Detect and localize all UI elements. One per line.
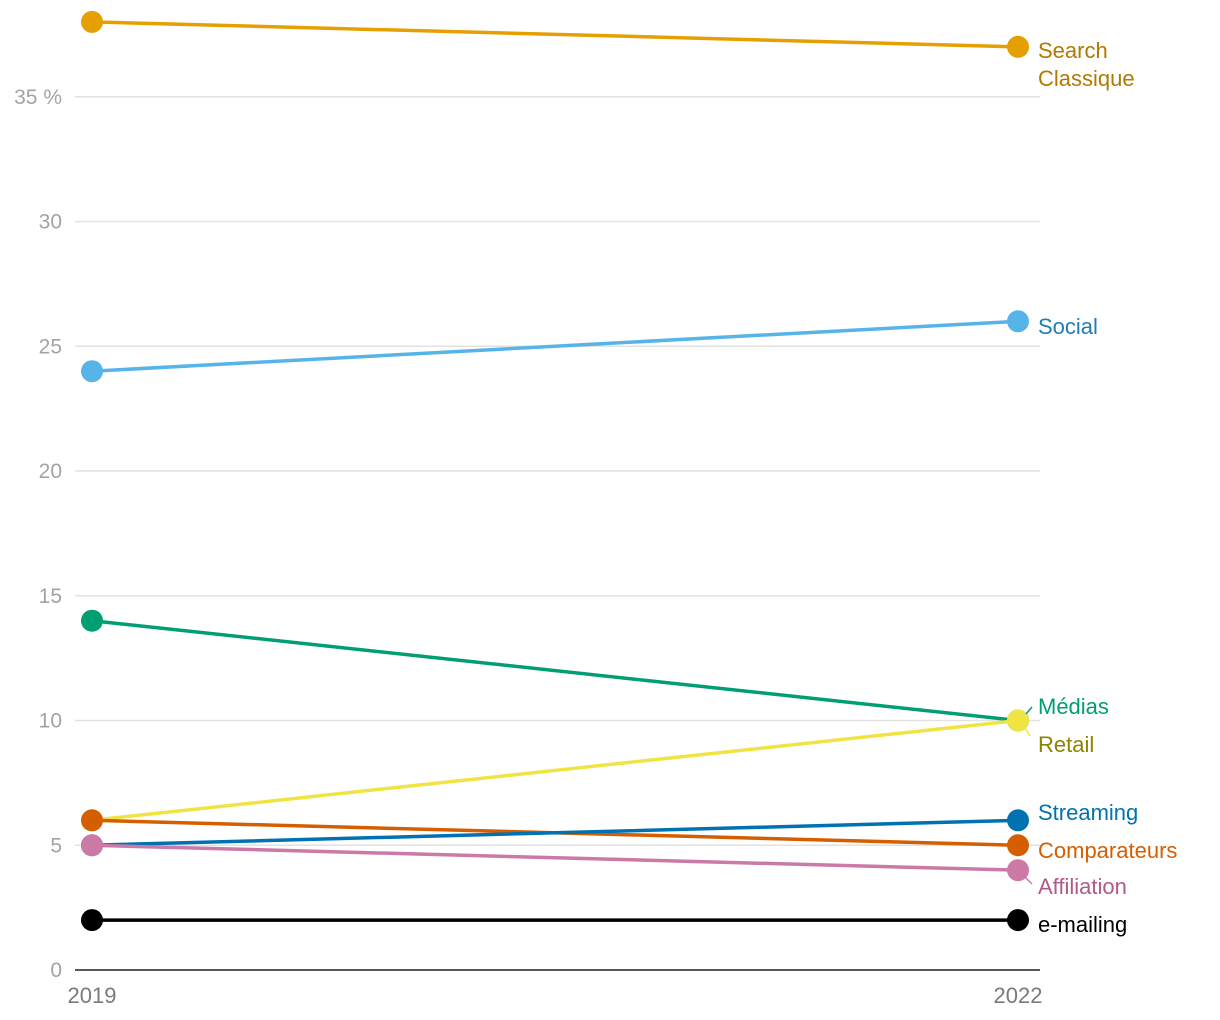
line-streaming — [90, 818, 1020, 847]
series-labels: Search Classique Social Médias Retail Streami… — [1023, 38, 1177, 937]
point-affiliation-2019 — [81, 834, 103, 857]
series-social — [81, 310, 1029, 383]
point-e-mailing-2022 — [1007, 909, 1029, 932]
y-tick-label-0: 0 — [50, 959, 62, 982]
y-tick-label-15: 15 — [39, 585, 62, 608]
point-social-2022 — [1007, 310, 1029, 333]
point-retail-2022 — [1007, 709, 1029, 732]
point-streaming-2022 — [1007, 809, 1029, 832]
series-label-retail: Retail — [1038, 732, 1094, 757]
point-search-classique-2022 — [1007, 35, 1029, 58]
series-label-e-mailing: e-mailing — [1038, 912, 1127, 937]
x-axis-tick-labels: 2019 2022 — [68, 983, 1043, 1008]
point-comparateurs-2022 — [1007, 834, 1029, 857]
series-label-affiliation: Affiliation — [1038, 874, 1127, 899]
series-lines — [81, 10, 1029, 932]
series-label-comparateurs: Comparateurs — [1038, 838, 1177, 863]
leader-line-affiliation — [1024, 876, 1033, 885]
y-tick-label-35: 35 % — [14, 86, 62, 109]
line-affiliation — [90, 843, 1020, 872]
series-label-streaming: Streaming — [1038, 800, 1138, 825]
y-axis-tick-labels: 0 5 10 15 20 25 30 35 % — [14, 86, 62, 982]
line-search-classique — [90, 20, 1020, 49]
leader-line-retail — [1023, 725, 1031, 737]
y-tick-label-20: 20 — [39, 460, 62, 483]
point-medias-2019 — [81, 609, 103, 632]
series-affiliation — [81, 834, 1029, 882]
y-tick-label-10: 10 — [39, 710, 62, 733]
series-e-mailing — [81, 909, 1029, 932]
line-social — [90, 319, 1020, 373]
line-retail — [90, 718, 1020, 823]
x-tick-label-2019: 2019 — [68, 983, 117, 1008]
point-e-mailing-2019 — [81, 909, 103, 932]
series-medias — [81, 609, 1029, 732]
x-tick-label-2022: 2022 — [994, 983, 1043, 1008]
series-search-classique — [81, 10, 1029, 58]
line-medias — [90, 618, 1020, 723]
point-search-classique-2019 — [81, 10, 103, 33]
y-tick-label-5: 5 — [50, 834, 62, 857]
leader-line-medias — [1025, 706, 1033, 715]
point-social-2019 — [81, 360, 103, 383]
series-label-medias: Médias — [1038, 694, 1109, 719]
series-label-social: Social — [1038, 314, 1098, 339]
y-tick-label-30: 30 — [39, 211, 62, 234]
series-retail — [81, 709, 1029, 832]
series-label-search-classique: Search Classique — [1038, 38, 1135, 91]
point-comparateurs-2019 — [81, 809, 103, 832]
y-tick-label-25: 25 — [39, 335, 62, 358]
point-affiliation-2022 — [1007, 859, 1029, 882]
